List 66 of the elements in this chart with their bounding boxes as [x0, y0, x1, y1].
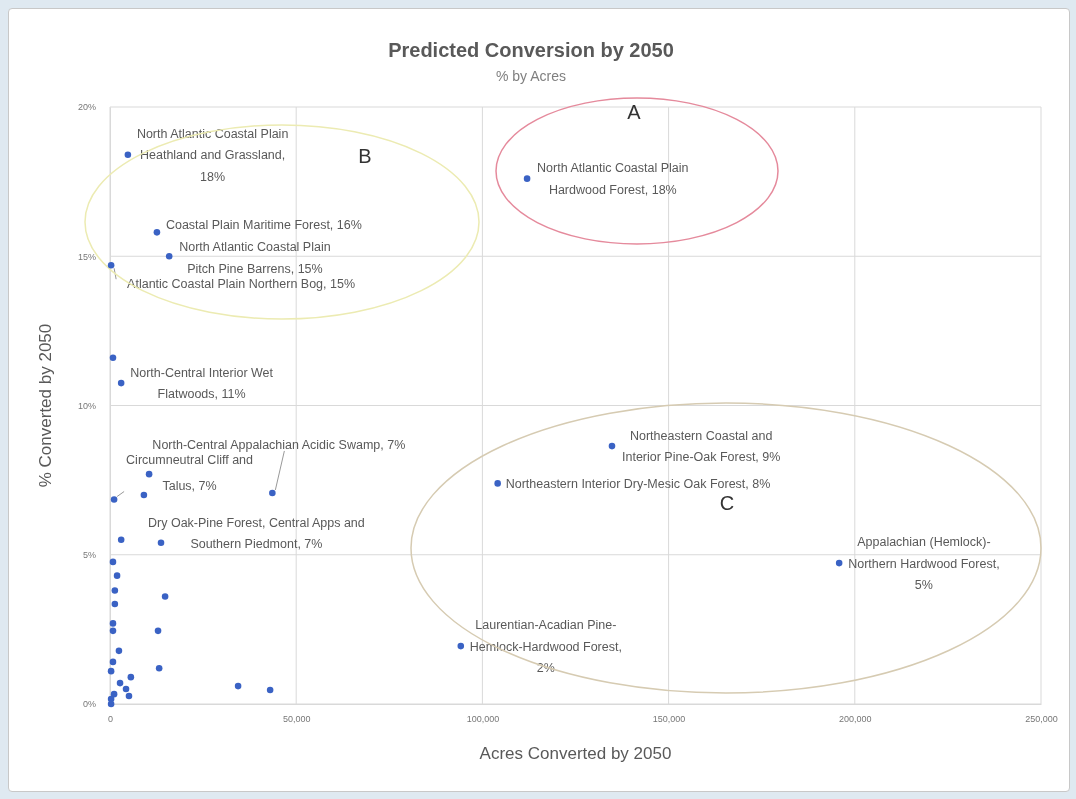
annotation: Circumneutral Cliff and Talus, 7% [126, 453, 254, 494]
point [269, 489, 276, 497]
y-tick-label: 15% [77, 251, 96, 262]
point [457, 642, 465, 650]
point [161, 593, 169, 600]
point [109, 354, 117, 362]
annotation: Coastal Plain Maritime Forest, 16% [165, 217, 362, 232]
point [109, 558, 117, 566]
point [111, 587, 119, 594]
annotation: Northeastern Coastal and Interior Pine-Oak Forest, 9% [622, 428, 781, 465]
point [145, 470, 153, 478]
x-tick-label: 200,000 [839, 714, 872, 725]
point [115, 647, 123, 655]
y-tick-label: 5% [82, 550, 96, 561]
point [494, 480, 501, 487]
point [109, 658, 117, 666]
annotation: Appalachian (Hemlock)-Northern Hardwood Forest, 5% [848, 535, 1000, 593]
chart-subtitle: % by Acres [495, 68, 567, 84]
y-tick-label: 20% [77, 102, 96, 113]
annotation: North-Central Interior Wet Flatwoods, 11% [130, 365, 274, 402]
point [523, 175, 531, 182]
annotation: Northeastern Interior Dry-Mesic Oak Forest, 8% [505, 476, 771, 491]
point [117, 536, 125, 544]
point [266, 686, 274, 694]
y-tick-label: 0% [82, 699, 96, 710]
point [107, 700, 115, 708]
point [122, 685, 130, 693]
point [110, 496, 118, 503]
point [157, 539, 165, 547]
annotation: Dry Oak-Pine Forest, Central Apps and Southern Piedmont, 7% [148, 515, 365, 552]
point [125, 692, 133, 700]
x-tick-label: 0 [107, 714, 114, 725]
point [116, 679, 124, 687]
point [155, 664, 163, 672]
x-tick-label: 250,000 [1025, 714, 1058, 725]
point [109, 627, 117, 635]
point [835, 559, 843, 567]
point [140, 491, 148, 499]
y-axis-title: % Converted by 2050 [36, 323, 55, 488]
point [154, 627, 162, 635]
chart-title: Predicted Conversion by 2050 [388, 39, 674, 61]
annotation: A [627, 101, 642, 123]
x-tick-label: 100,000 [466, 714, 500, 725]
point [608, 442, 616, 450]
annotation: North-Central Appalachian Acidic Swamp, 7% [152, 438, 406, 453]
x-tick-label: 50,000 [282, 714, 311, 725]
point [165, 252, 173, 260]
point [124, 151, 132, 159]
annotation: North Atlantic Coastal Plain Hardwood Forest, 18% [537, 161, 689, 197]
point [107, 667, 115, 675]
point [113, 572, 121, 579]
point [109, 620, 117, 627]
point [110, 690, 118, 698]
point [234, 682, 242, 690]
point [127, 673, 135, 681]
y-tick-label: 10% [77, 400, 96, 411]
annotation: Atlantic Coastal Plain Northern Bog, 15% [127, 276, 356, 291]
point [111, 600, 119, 608]
point [117, 379, 125, 387]
point [107, 261, 115, 269]
x-axis-title: Acres Converted by 2050 [479, 744, 672, 763]
x-tick-label: 150,000 [652, 714, 686, 725]
annotation: C [719, 492, 735, 514]
annotation: North Atlantic Coastal Plain Pitch Pine Barrens, 15% [179, 240, 331, 276]
annotation: B [358, 145, 372, 167]
point [153, 229, 161, 236]
